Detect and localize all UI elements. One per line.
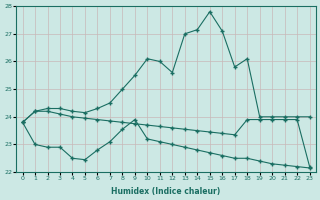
X-axis label: Humidex (Indice chaleur): Humidex (Indice chaleur) [111,187,221,196]
